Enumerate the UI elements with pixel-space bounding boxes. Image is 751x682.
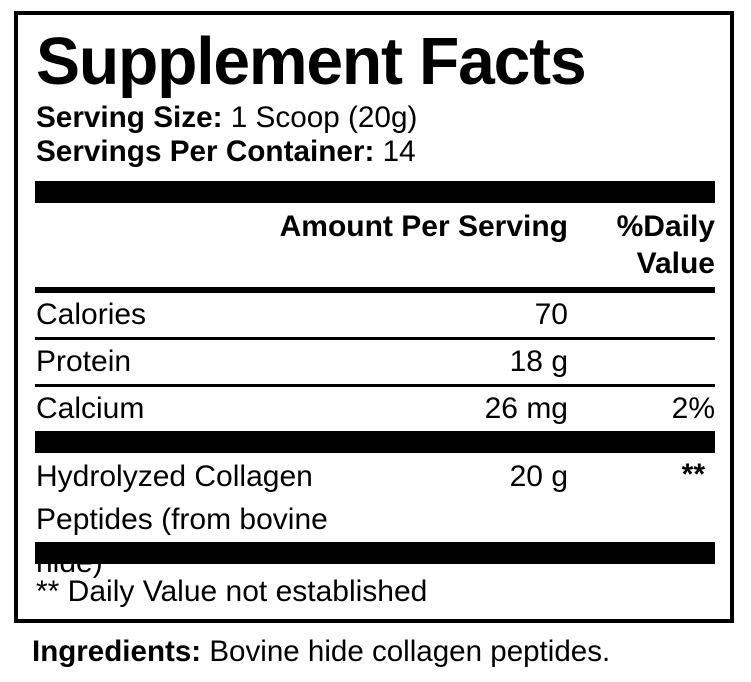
footnote-text: ** Daily Value not established <box>36 575 428 608</box>
proprietary-row: Hydrolyzed Collagen Peptides (from bovin… <box>35 453 715 579</box>
divider-bar-footnote <box>35 542 715 564</box>
table-row: Protein 18 g <box>35 340 715 384</box>
ingredients-label: Ingredients: <box>32 635 202 668</box>
servings-per-container-label: Servings Per Container: <box>36 135 375 168</box>
divider-rule-row <box>35 384 715 387</box>
nutrient-name: Calcium <box>36 392 145 425</box>
page-title: Supplement Facts <box>36 24 587 99</box>
servings-per-container-line: Servings Per Container: 14 <box>36 135 708 169</box>
divider-rule-row <box>35 337 715 340</box>
proprietary-amount: 20 g <box>509 460 568 493</box>
divider-bar-proprietary <box>35 431 715 453</box>
serving-size-value: 1 Scoop (20g) <box>230 101 418 134</box>
divider-rule-after-columns <box>35 287 715 293</box>
supplement-facts-panel: Supplement Facts Serving Size: 1 Scoop (… <box>14 11 734 623</box>
nutrient-amount: 18 g <box>509 345 568 378</box>
column-header-row: Amount Per Serving %Daily Value <box>35 203 715 287</box>
panel-inner: Supplement Facts Serving Size: 1 Scoop (… <box>18 24 730 619</box>
nutrient-daily-value: 2% <box>671 392 715 425</box>
proprietary-name: Hydrolyzed Collagen Peptides (from bovin… <box>36 460 328 579</box>
nutrient-name: Calories <box>36 298 147 331</box>
table-row: Calories 70 <box>35 293 715 337</box>
table-row: Calcium 26 mg 2% <box>35 387 715 431</box>
ingredients-line: Ingredients: Bovine hide collagen peptid… <box>32 634 610 670</box>
ingredients-value: Bovine hide collagen peptides. <box>209 635 611 668</box>
divider-bar-header <box>35 181 715 203</box>
nutrient-name: Protein <box>36 345 132 378</box>
nutrient-amount: 70 <box>534 298 568 331</box>
column-header-amount-per-serving: Amount Per Serving <box>279 210 568 243</box>
nutrient-amount: 26 mg <box>484 392 568 425</box>
serving-size-line: Serving Size: 1 Scoop (20g) <box>36 101 708 135</box>
proprietary-daily-value: ** <box>681 458 705 491</box>
column-header-daily-value: %Daily Value <box>616 210 715 280</box>
servings-per-container-value: 14 <box>382 135 416 168</box>
serving-size-label: Serving Size: <box>36 101 223 134</box>
